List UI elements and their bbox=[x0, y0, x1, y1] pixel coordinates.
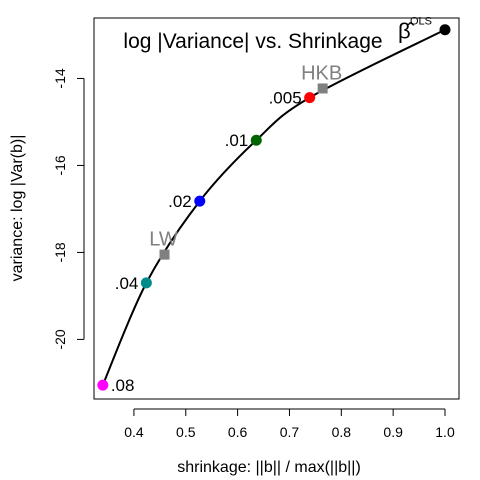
point-label: .08 bbox=[111, 376, 135, 395]
special-point-label: LW bbox=[149, 229, 178, 251]
x-tick-label: 0.9 bbox=[383, 424, 403, 440]
x-axis: 0.4 0.5 0.6 0.7 0.8 0.9 1.0 bbox=[124, 408, 455, 440]
series-line bbox=[101, 28, 446, 386]
y-tick-label: -16 bbox=[52, 155, 68, 175]
x-axis-label: shrinkage: ||b|| / max(||b||) bbox=[177, 459, 361, 476]
x-tick-label: 0.6 bbox=[228, 424, 248, 440]
special-point-lw bbox=[159, 249, 170, 260]
point-label: OLS bbox=[410, 16, 432, 28]
special-point-label: HKB bbox=[301, 62, 342, 84]
point-label: .005 bbox=[269, 89, 302, 108]
x-tick-label: 0.8 bbox=[332, 424, 352, 440]
y-tick-label: -18 bbox=[52, 242, 68, 262]
ols-symbol: β̂ bbox=[398, 19, 415, 44]
point-labels: β̂ OLS .005 .01 .02 .04 .08 bbox=[111, 16, 432, 395]
data-point bbox=[194, 195, 206, 207]
point-label: .02 bbox=[168, 192, 192, 211]
plot-frame bbox=[93, 17, 460, 400]
special-points: HKB LW bbox=[149, 62, 342, 260]
data-point bbox=[140, 277, 152, 289]
x-tick-label: 0.5 bbox=[176, 424, 196, 440]
special-point-hkb bbox=[317, 83, 328, 94]
point-label: .01 bbox=[225, 131, 249, 150]
data-point bbox=[250, 134, 262, 146]
y-axis-label: variance: log |Var(b)| bbox=[9, 135, 26, 282]
data-point bbox=[97, 379, 109, 391]
x-tick-label: 0.7 bbox=[280, 424, 300, 440]
y-axis: -20 -18 -16 -14 bbox=[52, 68, 85, 350]
point-label: .04 bbox=[115, 274, 139, 293]
y-tick-label: -20 bbox=[52, 329, 68, 349]
x-tick-label: 1.0 bbox=[435, 424, 455, 440]
y-tick-label: -14 bbox=[52, 68, 68, 88]
chart-title: log |Variance| vs. Shrinkage bbox=[123, 30, 382, 53]
data-points bbox=[97, 24, 451, 391]
data-point bbox=[304, 92, 316, 104]
x-tick-label: 0.4 bbox=[124, 424, 144, 440]
data-point bbox=[439, 24, 451, 36]
